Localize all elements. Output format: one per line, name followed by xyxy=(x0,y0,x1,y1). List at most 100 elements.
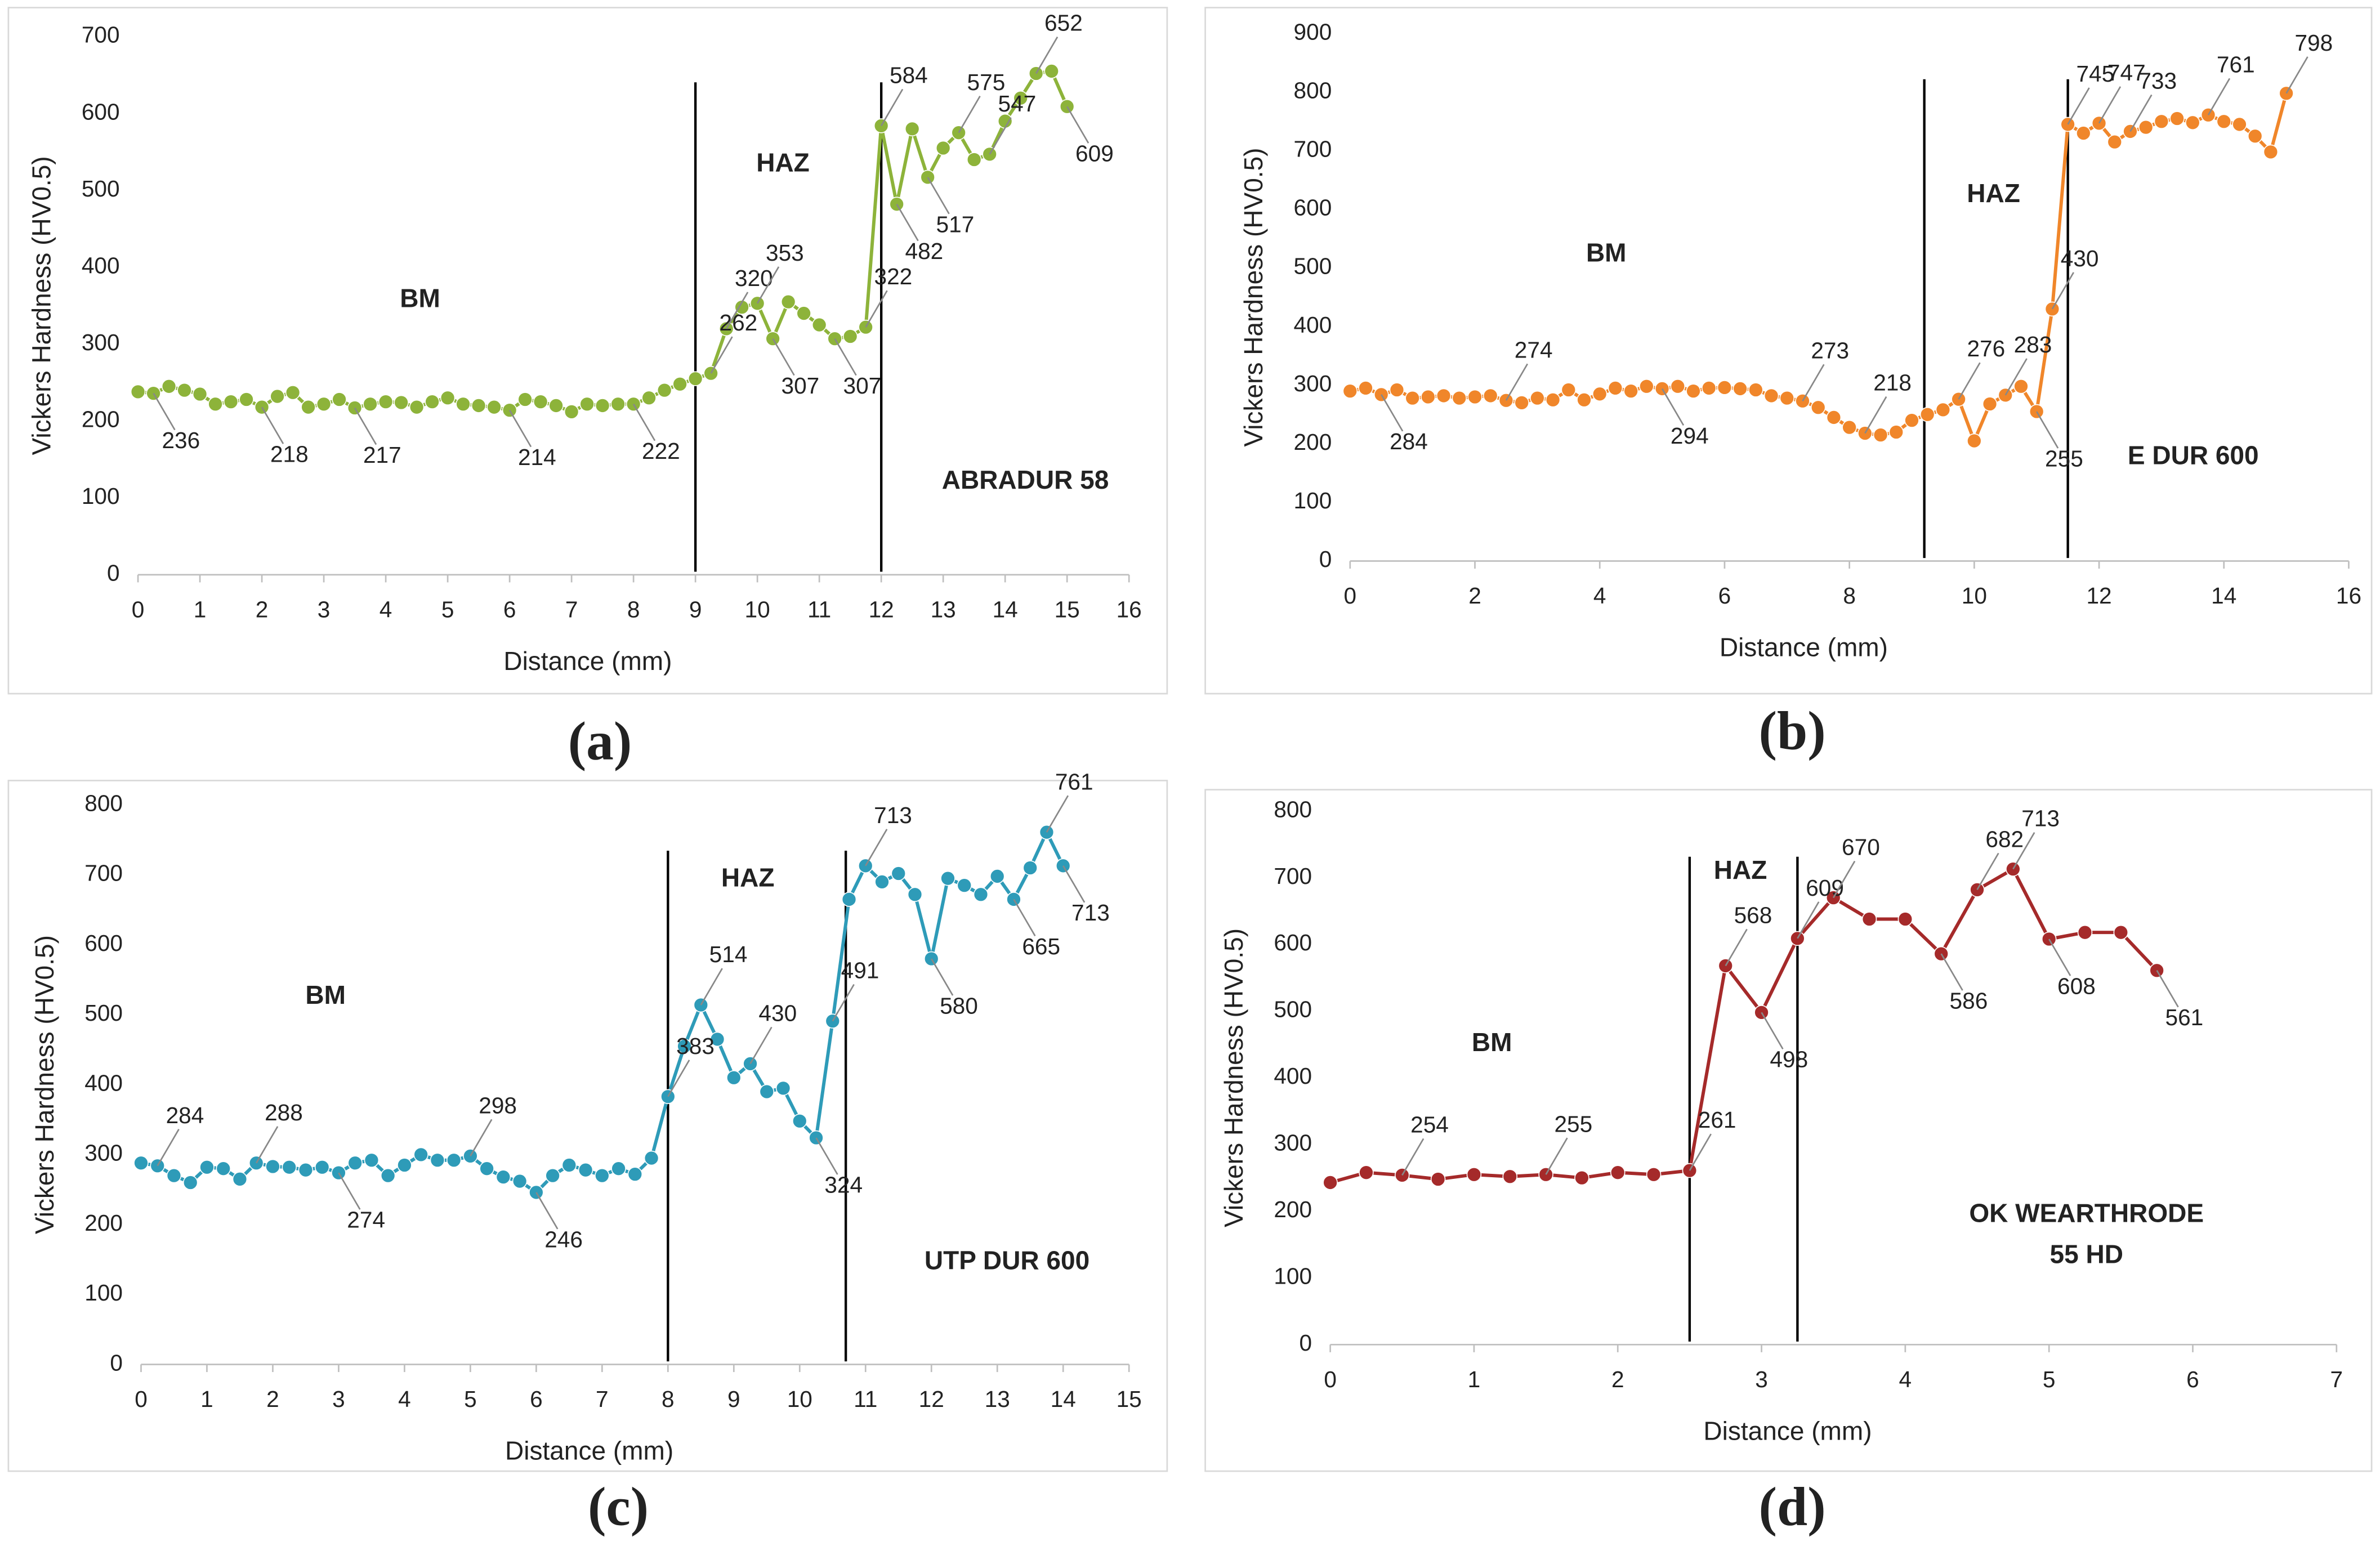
data-point xyxy=(759,1084,775,1100)
label-leader xyxy=(1761,1012,1784,1050)
data-point xyxy=(743,1056,758,1071)
value-label: 430 xyxy=(2061,245,2099,271)
data-point xyxy=(610,396,626,412)
value-label: 584 xyxy=(890,62,928,88)
label-leader xyxy=(2067,87,2090,125)
x-tick-label: 14 xyxy=(993,597,1018,623)
label-leader xyxy=(1976,852,1999,891)
label-leader xyxy=(931,958,954,996)
x-tick-label: 8 xyxy=(627,597,640,623)
panel-caption: (a) xyxy=(568,711,632,772)
label-leader xyxy=(2012,832,2035,870)
x-tick-label: 6 xyxy=(1718,583,1731,609)
data-point xyxy=(841,892,857,907)
value-label: 307 xyxy=(782,373,820,399)
data-point xyxy=(1502,1169,1518,1185)
x-tick-label: 2 xyxy=(256,597,269,623)
data-point xyxy=(1430,1172,1446,1187)
data-point xyxy=(1935,402,1951,418)
region-annotation: BM xyxy=(1472,1027,1512,1057)
label-leader xyxy=(1661,388,1685,426)
value-label: 491 xyxy=(841,958,879,984)
label-leader xyxy=(632,404,656,441)
value-label: 665 xyxy=(1022,933,1060,959)
value-label: 561 xyxy=(2165,1004,2204,1030)
data-point xyxy=(2185,115,2200,131)
label-leader xyxy=(153,392,176,431)
y-tick-label: 300 xyxy=(1294,370,1332,396)
data-point xyxy=(672,376,687,392)
label-leader xyxy=(354,407,377,445)
label-leader xyxy=(256,1126,279,1164)
value-label: 568 xyxy=(1734,902,1772,928)
data-point xyxy=(677,1039,692,1054)
label-leader xyxy=(667,1060,690,1097)
value-label: 609 xyxy=(1806,875,1844,901)
label-leader xyxy=(1833,860,1856,899)
x-axis-title: Distance (mm) xyxy=(1720,633,1888,662)
label-leader xyxy=(1940,953,1963,991)
value-label: 547 xyxy=(998,91,1037,117)
label-leader xyxy=(1046,795,1069,833)
x-tick-label: 9 xyxy=(727,1386,740,1412)
data-point xyxy=(1717,380,1732,395)
label-leader xyxy=(1505,363,1529,401)
value-label: 298 xyxy=(479,1092,517,1118)
data-point xyxy=(957,878,972,893)
label-leader xyxy=(2048,939,2071,976)
x-tick-label: 5 xyxy=(2043,1366,2056,1392)
value-label: 283 xyxy=(2014,332,2052,358)
value-label: 324 xyxy=(824,1172,863,1197)
data-point xyxy=(1897,911,1913,927)
y-tick-label: 100 xyxy=(1294,488,1332,513)
data-point xyxy=(1842,419,1857,435)
y-tick-label: 700 xyxy=(82,22,120,48)
panel-border xyxy=(7,780,1168,1472)
data-point xyxy=(223,394,239,409)
data-point xyxy=(973,887,989,902)
value-label: 273 xyxy=(1811,337,1849,363)
x-tick-label: 10 xyxy=(1962,583,1987,609)
data-point xyxy=(627,1167,643,1182)
y-tick-label: 600 xyxy=(1294,195,1332,221)
y-tick-label: 400 xyxy=(84,1070,123,1096)
value-label: 430 xyxy=(758,1000,797,1026)
data-point xyxy=(1779,390,1795,406)
label-leader xyxy=(1401,1138,1425,1176)
y-tick-label: 600 xyxy=(82,99,120,124)
data-point xyxy=(660,1089,676,1105)
data-point xyxy=(2076,126,2091,141)
value-label: 255 xyxy=(2045,445,2083,471)
region-annotation: HAZ xyxy=(1967,178,2020,208)
value-label: 482 xyxy=(905,238,944,264)
x-tick-label: 9 xyxy=(689,597,702,623)
value-label: 322 xyxy=(874,263,913,289)
x-tick-label: 0 xyxy=(1324,1366,1337,1392)
data-point xyxy=(1530,390,1545,406)
data-point xyxy=(1592,386,1607,402)
value-label: 670 xyxy=(1842,834,1880,860)
region-annotation: E DUR 600 xyxy=(2128,441,2259,470)
value-label: 262 xyxy=(720,310,758,336)
data-point xyxy=(1342,383,1358,399)
region-annotation: ABRADUR 58 xyxy=(942,465,1109,494)
data-point xyxy=(641,390,657,406)
y-tick-label: 200 xyxy=(84,1210,123,1236)
data-point xyxy=(471,398,486,413)
data-point xyxy=(446,1152,462,1168)
y-tick-label: 400 xyxy=(82,252,120,278)
region-annotation: BM xyxy=(1586,238,1627,267)
label-leader xyxy=(1689,1133,1712,1171)
x-tick-label: 6 xyxy=(530,1386,543,1412)
data-point xyxy=(611,1161,626,1176)
x-tick-label: 8 xyxy=(662,1386,675,1412)
data-point xyxy=(1577,392,1592,408)
data-point xyxy=(644,1150,659,1166)
data-point xyxy=(1888,425,1904,440)
label-leader xyxy=(815,1137,838,1175)
data-point xyxy=(199,1159,215,1175)
data-point xyxy=(825,1013,841,1029)
x-axis-title: Distance (mm) xyxy=(503,646,672,676)
x-tick-label: 16 xyxy=(1117,597,1142,623)
data-point xyxy=(2113,924,2129,940)
